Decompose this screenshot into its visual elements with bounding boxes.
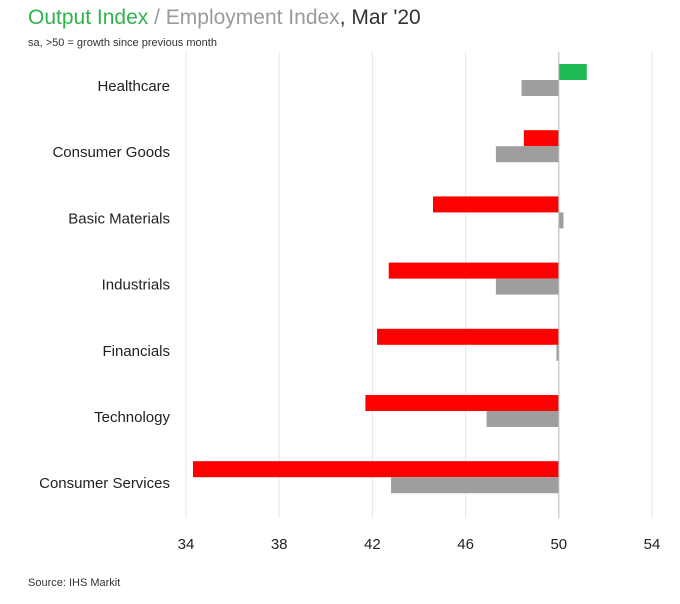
source-note: Source: IHS Markit <box>28 577 121 589</box>
x-tick-label-54: 54 <box>644 536 661 553</box>
category-label-healthcare: Healthcare <box>97 78 170 95</box>
category-label-financials: Financials <box>102 343 170 360</box>
chart-title: Output Index / Employment Index, Mar '20 <box>28 6 421 30</box>
output-bar-consumer-services <box>192 461 559 478</box>
employment-bar-healthcare <box>521 80 559 96</box>
title-employment-index: Employment Index <box>165 6 340 29</box>
x-tick-label-34: 34 <box>178 536 195 553</box>
employment-bar-financials <box>556 344 559 361</box>
category-label-consumer-services: Consumer Services <box>39 475 170 492</box>
title-output-index: Output Index <box>28 6 149 29</box>
employment-bar-industrials <box>495 278 559 295</box>
output-bar-healthcare <box>558 64 587 80</box>
employment-bar-technology <box>486 411 559 427</box>
output-bar-consumer-goods <box>523 130 559 147</box>
chart-subtitle: sa, >50 = growth since previous month <box>28 37 217 49</box>
x-tick-label-50: 50 <box>550 536 567 553</box>
title-date: , Mar '20 <box>339 6 421 29</box>
x-tick-label-38: 38 <box>271 536 288 553</box>
category-label-basic-materials: Basic Materials <box>68 210 170 227</box>
x-tick-label-46: 46 <box>457 536 474 553</box>
x-tick-label-42: 42 <box>364 536 381 553</box>
output-bar-technology <box>365 395 559 411</box>
output-bar-industrials <box>388 262 559 279</box>
employment-bar-basic-materials <box>558 212 564 229</box>
output-bar-basic-materials <box>432 196 559 213</box>
title-separator: / <box>148 6 166 29</box>
employment-bar-consumer-services <box>391 477 559 494</box>
category-label-technology: Technology <box>94 409 170 426</box>
category-label-industrials: Industrials <box>102 277 170 294</box>
category-label-consumer-goods: Consumer Goods <box>52 144 170 161</box>
output-bar-financials <box>377 328 559 345</box>
employment-bar-consumer-goods <box>495 146 559 163</box>
